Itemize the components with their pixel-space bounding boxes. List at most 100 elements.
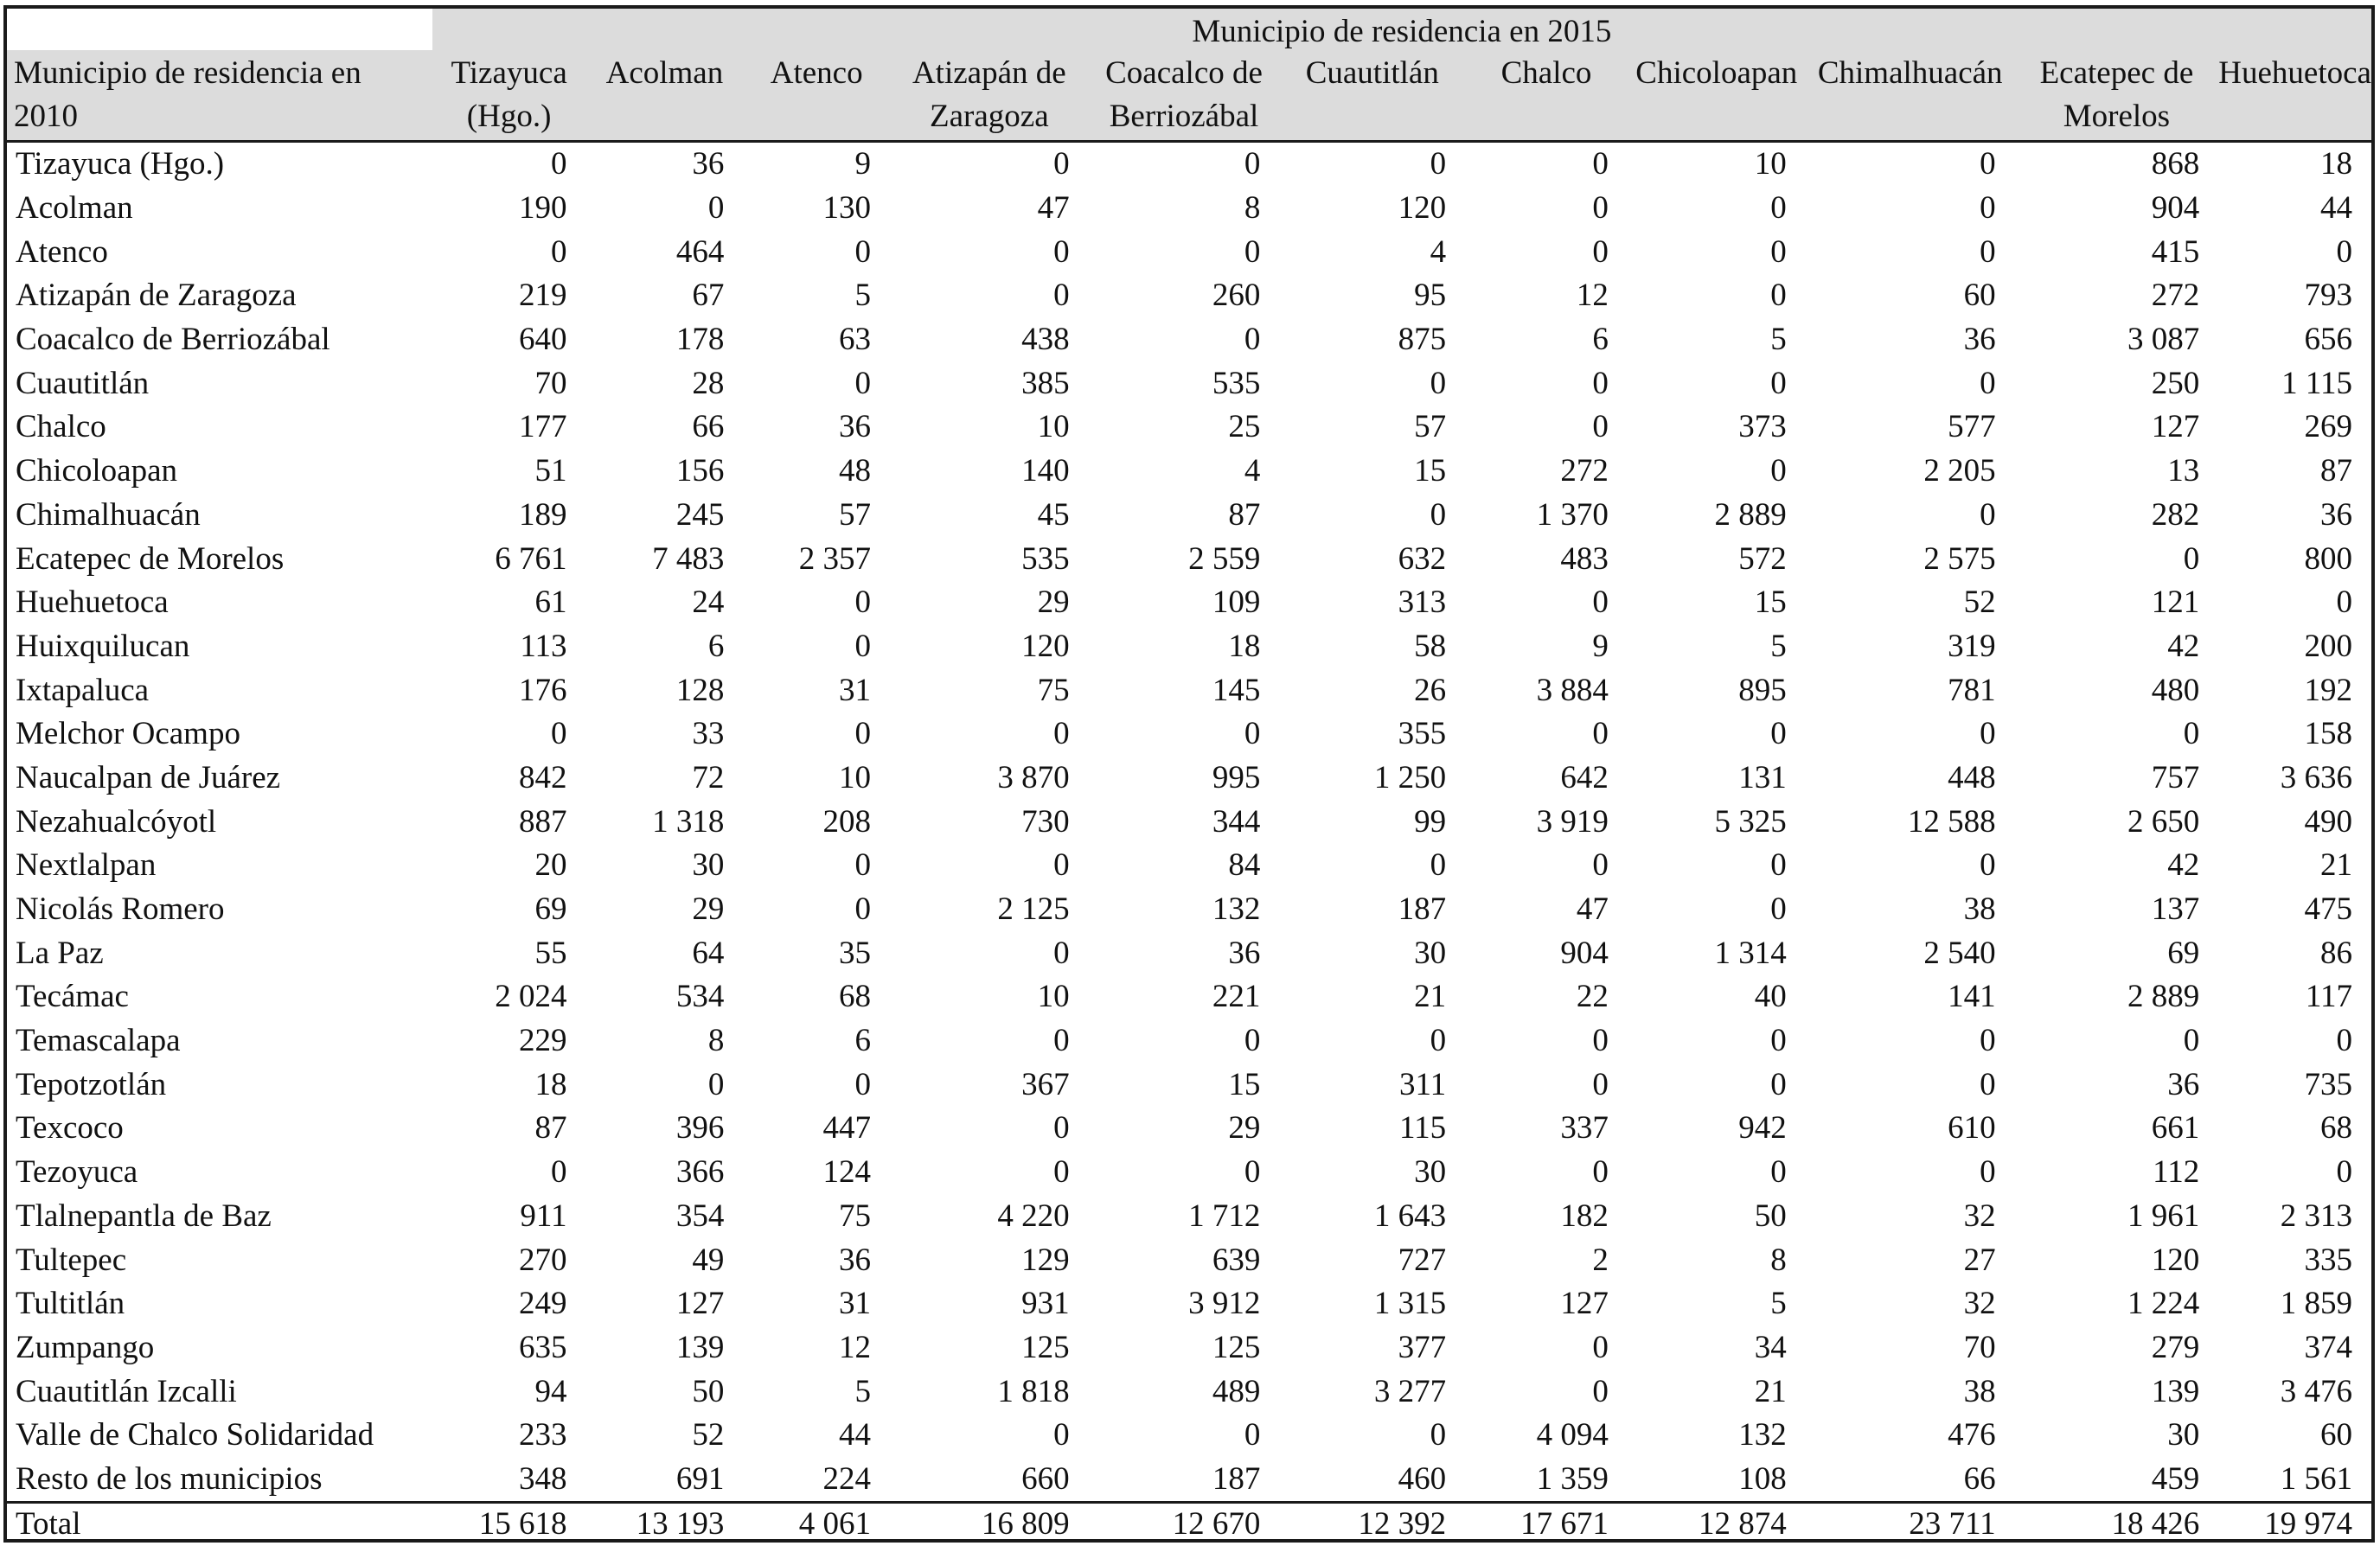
table-cell: 0 xyxy=(2336,1023,2353,1059)
table-cell: 18 xyxy=(2320,146,2352,182)
table-cell: 36 xyxy=(839,1242,872,1278)
table-cell: 800 xyxy=(2304,540,2353,577)
table-cell: 15 xyxy=(1228,1066,1261,1102)
table-cell: 38 xyxy=(1963,891,1996,928)
table-cell: 36 xyxy=(839,409,872,445)
table-cell: 250 xyxy=(2151,365,2200,401)
table-row: Chimalhuacán 189 245 57 45 87 0 1 370 2 889 0 282 3… xyxy=(7,494,2371,538)
row-label: Cuautitlán xyxy=(16,365,150,401)
table-cell: 2 125 xyxy=(997,891,1070,928)
table-row: Ecatepec de Morelos 6 761 7 483 2 357 535 2 5… xyxy=(7,537,2371,581)
table-cell: 260 xyxy=(1212,278,1261,314)
row-label: Chalco xyxy=(16,409,106,445)
row-header: Municipio de residencia en 2010 xyxy=(7,50,432,143)
table-cell: 4 094 xyxy=(1536,1417,1609,1453)
table-cell: 200 xyxy=(2304,628,2353,664)
table-cell: 0 xyxy=(2183,1023,2200,1059)
table-row: Melchor Ocampo 0 33 0 0 0 355 0 0 0 0 158 xyxy=(7,712,2371,757)
table-cell: 66 xyxy=(1963,1460,1996,1497)
row-label: Nicolás Romero xyxy=(16,891,225,928)
table-cell: 0 xyxy=(1244,146,1261,182)
total-cell: 23 711 xyxy=(1805,1501,2015,1546)
table-cell: 249 xyxy=(519,1286,567,1322)
table-cell: 489 xyxy=(1212,1373,1261,1409)
table-cell: 448 xyxy=(1948,759,1996,795)
table-cell: 84 xyxy=(1228,847,1261,884)
table-row: Coacalco de Berriozábal 640 178 63 438 0 875 6 5… xyxy=(7,318,2371,362)
table-cell: 0 xyxy=(1053,1023,1070,1059)
table-cell: 48 xyxy=(839,453,872,489)
table-cell: 87 xyxy=(534,1110,567,1147)
table-row: Nezahualcóyotl 887 1 318 208 730 344 99 3 919 5 … xyxy=(7,800,2371,844)
table-body: Tizayuca (Hgo.) 0 36 9 0 0 0 0 10 0 868 18 Acolman 19… xyxy=(7,142,2371,1503)
table-cell: 1 250 xyxy=(1373,759,1447,795)
table-cell: 3 870 xyxy=(997,759,1070,795)
table-cell: 632 xyxy=(1398,540,1447,577)
table-cell: 0 xyxy=(1980,146,1996,182)
table-cell: 128 xyxy=(675,672,725,708)
table-row: Chalco 177 66 36 10 25 57 0 373 577 127 269 xyxy=(7,406,2371,450)
table-cell: 0 xyxy=(1053,278,1070,314)
table-cell: 0 xyxy=(1053,146,1070,182)
table-cell: 5 325 xyxy=(1714,803,1787,840)
table-cell: 0 xyxy=(1592,190,1609,227)
table-cell: 0 xyxy=(1980,496,1996,533)
table-cell: 25 xyxy=(1228,409,1261,445)
table-cell: 875 xyxy=(1398,322,1447,358)
table-cell: 0 xyxy=(2183,716,2200,752)
total-cell: 18 426 xyxy=(2014,1501,2219,1546)
table-cell: 3 476 xyxy=(2280,1373,2352,1409)
table-cell: 272 xyxy=(2151,278,2200,314)
table-cell: 67 xyxy=(692,278,725,314)
table-cell: 36 xyxy=(2320,496,2352,533)
table-cell: 396 xyxy=(675,1110,725,1147)
table-cell: 0 xyxy=(1053,1154,1070,1191)
row-label: Huehuetoca xyxy=(16,584,169,621)
table-cell: 0 xyxy=(854,716,872,752)
table-cell: 3 636 xyxy=(2280,759,2352,795)
table-row: La Paz 55 64 35 0 36 30 904 1 314 2 540 69 86 xyxy=(7,931,2371,975)
table-row: Tizayuca (Hgo.) 0 36 9 0 0 0 0 10 0 868 18 xyxy=(7,142,2371,187)
table-cell: 87 xyxy=(2320,453,2352,489)
table-row: Nicolás Romero 69 29 0 2 125 132 187 47 0 38 137 47… xyxy=(7,888,2371,932)
table-cell: 0 xyxy=(1980,1154,1996,1191)
table-cell: 120 xyxy=(1021,628,1070,664)
table-cell: 190 xyxy=(519,190,567,227)
table-cell: 60 xyxy=(1963,278,1996,314)
table-cell: 757 xyxy=(2151,759,2200,795)
table-row: Chicoloapan 51 156 48 140 4 15 272 0 2 205 13 87 xyxy=(7,450,2371,494)
table-cell: 269 xyxy=(2304,409,2353,445)
table-cell: 130 xyxy=(822,190,872,227)
table-cell: 335 xyxy=(2304,1242,2353,1278)
table-cell: 348 xyxy=(519,1460,567,1497)
migration-table: Municipio de residencia en 2015 Municipi… xyxy=(7,9,2371,1546)
table-cell: 0 xyxy=(551,716,567,752)
table-row: Tezoyuca 0 366 124 0 0 30 0 0 0 112 0 xyxy=(7,1151,2371,1195)
table-cell: 0 xyxy=(854,1066,872,1102)
row-label: Naucalpan de Juárez xyxy=(16,759,281,795)
table-cell: 30 xyxy=(1414,1154,1447,1191)
table-cell: 192 xyxy=(2304,672,2353,708)
table-cell: 132 xyxy=(1738,1417,1787,1453)
table-cell: 887 xyxy=(519,803,567,840)
table-cell: 2 313 xyxy=(2280,1198,2352,1234)
column-header: Huehuetoca xyxy=(2218,50,2371,143)
table-cell: 475 xyxy=(2304,891,2353,928)
table-cell: 145 xyxy=(1212,672,1261,708)
table-cell: 112 xyxy=(2153,1154,2200,1191)
row-label: Tepotzotlán xyxy=(16,1066,167,1102)
table-cell: 1 315 xyxy=(1373,1286,1447,1322)
table-cell: 842 xyxy=(519,759,567,795)
table-cell: 30 xyxy=(2167,1417,2200,1453)
table-row: Tlalnepantla de Baz 911 354 75 4 220 1 712 1 6… xyxy=(7,1195,2371,1239)
table-cell: 87 xyxy=(1228,496,1261,533)
table-cell: 47 xyxy=(1037,190,1070,227)
table-cell: 0 xyxy=(1053,935,1070,971)
table-cell: 1 318 xyxy=(652,803,725,840)
table-row: Tultitlán 249 127 31 931 3 912 1 315 127 5 32 1 22… xyxy=(7,1282,2371,1326)
table-cell: 60 xyxy=(2320,1417,2352,1453)
total-cell: 4 061 xyxy=(743,1501,891,1546)
row-label: Coacalco de Berriozábal xyxy=(16,322,330,358)
table-cell: 319 xyxy=(1948,628,1996,664)
table-cell: 367 xyxy=(1021,1066,1070,1102)
